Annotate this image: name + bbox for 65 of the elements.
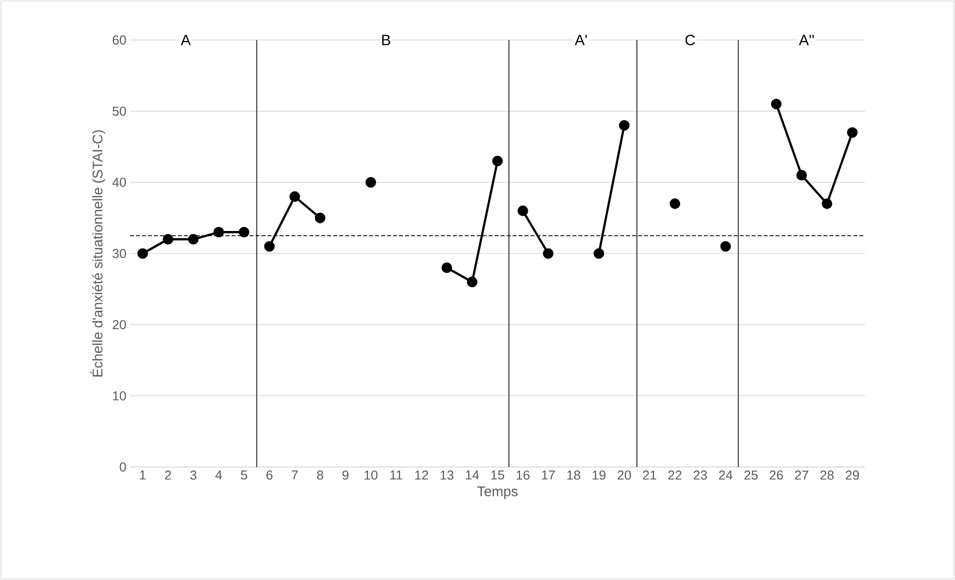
annotation: B [382, 34, 390, 46]
x-tick-label: 23 [694, 470, 707, 480]
point [466, 276, 478, 288]
point [213, 226, 224, 238]
y-axis-title: Échelle d'anxiété situationnelle (STAI-C) [90, 130, 106, 376]
x-tick-label: 5 [240, 470, 248, 480]
x-tick-label: 19 [592, 470, 606, 480]
x-tick-label: 24 [719, 470, 732, 480]
point [264, 241, 275, 252]
x-axis-title: Temps [477, 486, 518, 500]
x-tick-label: 13 [440, 470, 454, 480]
point [366, 177, 376, 188]
y-tick-label: 30 [112, 248, 126, 258]
point [314, 212, 326, 224]
x-tick-label: 3 [190, 470, 196, 480]
x-tick-label: 28 [820, 470, 834, 480]
point [492, 156, 503, 166]
annotation: A [180, 34, 191, 46]
point [847, 127, 858, 138]
point [670, 198, 680, 209]
x-tick-label: 16 [516, 470, 530, 480]
point [771, 98, 782, 110]
point [618, 120, 630, 131]
y-tick-label: 60 [112, 35, 126, 45]
x-tick-label: 22 [668, 470, 682, 480]
y-tick-label: 40 [112, 178, 126, 187]
point [518, 206, 528, 216]
point [720, 241, 731, 252]
x-tick-label: 15 [491, 470, 504, 480]
x-tick-label: 10 [364, 470, 378, 480]
x-tick-label: 20 [618, 470, 631, 480]
x-tick-label: 25 [744, 470, 758, 480]
point [594, 248, 604, 259]
x-tick-label: 9 [342, 470, 348, 480]
annotation: C [685, 34, 695, 46]
annotation: A' [574, 34, 587, 46]
x-tick-label: 14 [466, 470, 479, 480]
point [238, 226, 250, 238]
point [796, 170, 807, 180]
point [289, 191, 300, 202]
x-tick-label: 21 [643, 470, 656, 480]
annotation: A'' [798, 34, 814, 46]
x-tick-label: 29 [846, 470, 859, 480]
x-tick-label: 17 [542, 470, 555, 480]
point [822, 198, 832, 209]
x-tick-label: 1 [140, 470, 146, 480]
x-tick-label: 7 [292, 470, 298, 480]
y-tick-label: 50 [112, 106, 126, 116]
y-tick-label: 20 [112, 320, 126, 330]
point [188, 234, 199, 245]
y-tick-label: 10 [113, 391, 126, 400]
x-tick-label: 26 [770, 470, 783, 480]
x-tick-label: 18 [567, 470, 580, 480]
y-tick-label: 0 [120, 462, 126, 472]
point [137, 248, 148, 259]
x-tick-label: 2 [165, 470, 171, 480]
point [542, 248, 554, 259]
x-tick-label: 4 [215, 470, 222, 480]
point [442, 262, 452, 274]
x-tick-label: 12 [415, 470, 428, 480]
x-tick-label: 8 [317, 470, 324, 480]
point [162, 234, 174, 245]
x-tick-label: 11 [390, 470, 402, 480]
x-tick-label: 6 [266, 470, 272, 480]
x-tick-label: 27 [795, 470, 808, 480]
